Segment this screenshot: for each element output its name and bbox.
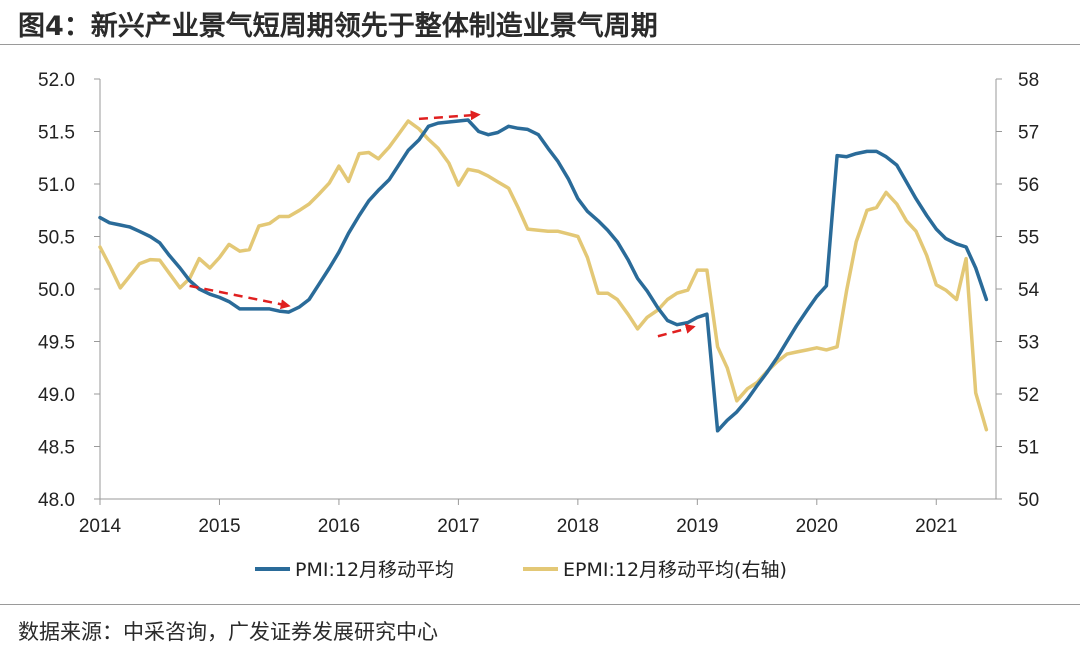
x-tick-label: 2019	[676, 516, 718, 537]
left-tick-label: 51.0	[38, 175, 75, 196]
right-tick-label: 50	[1018, 490, 1039, 511]
right-tick-label: 52	[1018, 385, 1039, 406]
right-tick-label: 57	[1018, 123, 1039, 144]
series-line-pmi	[98, 118, 989, 433]
axes	[99, 79, 997, 500]
left-tick-label: 51.5	[38, 123, 75, 144]
x-tick-label: 2018	[557, 516, 599, 537]
source-divider	[0, 604, 1080, 605]
x-tick-label: 2015	[198, 516, 240, 537]
x-tick-label: 2016	[318, 516, 360, 537]
right-tick-label: 56	[1018, 175, 1039, 196]
annotation-layer	[189, 110, 696, 338]
right-tick-label: 53	[1018, 333, 1039, 354]
right-tick-label: 55	[1018, 228, 1039, 249]
trend-arrow	[418, 110, 481, 121]
series-layer	[98, 118, 989, 433]
x-tick-label: 2021	[915, 516, 957, 537]
left-tick-label: 50.0	[38, 280, 75, 301]
x-axis-ticks: 2014 2015 2016 2017 2018 2019 2020 2021	[79, 499, 957, 537]
left-tick-label: 50.5	[38, 228, 75, 249]
source-note: 数据来源：中采咨询，广发证券发展研究中心	[18, 620, 438, 644]
left-tick-label: 48.0	[38, 490, 75, 511]
legend-label-pmi: PMI:12月移动平均	[295, 559, 454, 581]
right-axis-ticks: 50 51 52 53 54 55 56 57 58	[996, 70, 1040, 511]
right-tick-label: 58	[1018, 70, 1039, 91]
left-axis-ticks: 48.0 48.5 49.0 49.5 50.0 50.5 51.0 51.5 52.0	[38, 70, 100, 511]
chart-title: 图4：新兴产业景气短周期领先于整体制造业景气周期	[18, 11, 658, 42]
x-tick-label: 2017	[437, 516, 479, 537]
x-tick-label: 2020	[796, 516, 838, 537]
left-tick-label: 48.5	[38, 438, 75, 459]
x-tick-label: 2014	[79, 516, 122, 537]
right-tick-label: 54	[1018, 280, 1040, 301]
trend-arrow	[657, 324, 696, 338]
legend-label-epmi: EPMI:12月移动平均(右轴)	[563, 559, 787, 581]
legend: PMI:12月移动平均 EPMI:12月移动平均(右轴)	[255, 559, 787, 581]
left-tick-label: 49.0	[38, 385, 75, 406]
series-line-epmi	[98, 119, 989, 432]
left-tick-label: 49.5	[38, 333, 75, 354]
trend-arrow	[189, 284, 291, 310]
left-tick-label: 52.0	[38, 70, 75, 91]
right-tick-label: 51	[1018, 438, 1039, 459]
title-divider	[0, 44, 1080, 45]
